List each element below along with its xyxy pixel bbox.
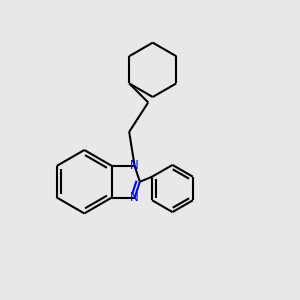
Text: N: N: [130, 191, 139, 204]
Text: N: N: [130, 159, 139, 172]
